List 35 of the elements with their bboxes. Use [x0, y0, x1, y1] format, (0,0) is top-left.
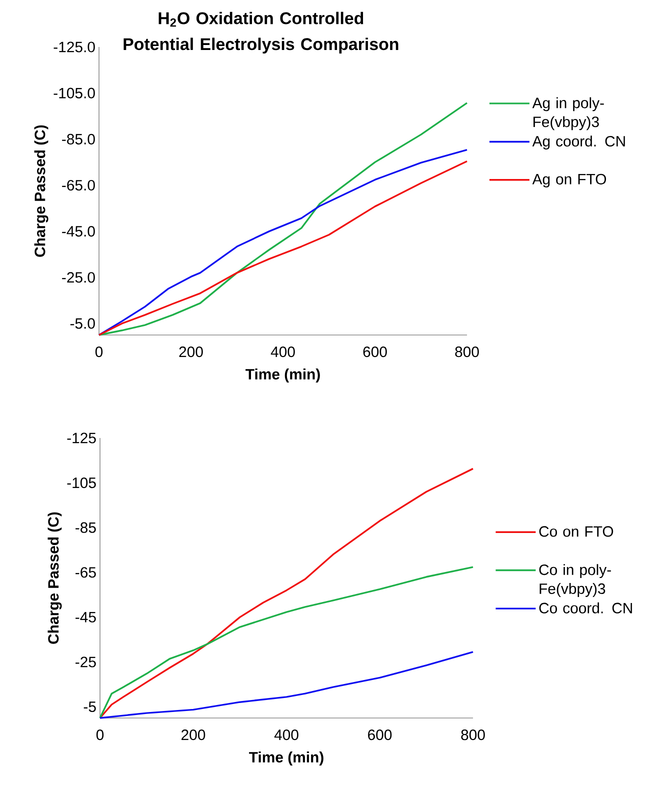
x-tick-label: 0	[96, 730, 104, 740]
y-axis-title: Charge Passed (C)	[48, 512, 62, 644]
x-tick-label: 400	[270, 346, 295, 358]
y-tick-label: -25	[76, 656, 96, 668]
legend-label: Co on FTO	[539, 526, 614, 537]
y-tick-label: -105	[67, 478, 96, 488]
y-tick-label: -85.0	[62, 134, 95, 144]
x-tick-label: 200	[179, 346, 203, 358]
x-tick-label: 600	[368, 730, 392, 740]
y-axis-title: Charge Passed (C)	[34, 125, 48, 257]
chart-title: H$_{2}$O Oxidation Controlled Potential Electrolysis Comparison	[124, 12, 398, 54]
x-axis-title: Time (min)	[246, 368, 320, 382]
x-tick-label: 800	[461, 730, 485, 740]
legend-label: Ag in poly-Fe(vbpy)3	[532, 97, 604, 130]
y-tick-label: -5.0	[70, 318, 95, 329]
y-tick-label: -5	[84, 702, 96, 712]
y-tick-label: -65.0	[62, 180, 95, 191]
x-tick-label: 800	[455, 346, 479, 358]
y-tick-label: -105.0	[54, 88, 95, 98]
y-tick-label: -125	[67, 432, 96, 444]
y-tick-label: -25.0	[62, 272, 95, 283]
legend-label: Co coord. CN	[539, 602, 632, 614]
y-tick-label: -65	[76, 567, 96, 578]
x-tick-label: 200	[182, 730, 206, 740]
y-tick-label: -45.0	[62, 226, 95, 237]
x-tick-label: 400	[274, 730, 298, 740]
y-tick-label: -125.0	[54, 42, 95, 52]
legend-label: Co in poly-Fe(vbpy)3	[539, 564, 611, 597]
x-tick-label: 600	[363, 346, 387, 358]
y-tick-label: -85	[76, 522, 96, 533]
y-tick-label: -45	[76, 612, 96, 622]
x-axis-title: Time (min)	[249, 752, 324, 766]
x-tick-label: 0	[95, 346, 103, 358]
legend-label: Ag coord. CN	[532, 136, 625, 150]
legend-label: Ag on FTO	[532, 174, 606, 188]
